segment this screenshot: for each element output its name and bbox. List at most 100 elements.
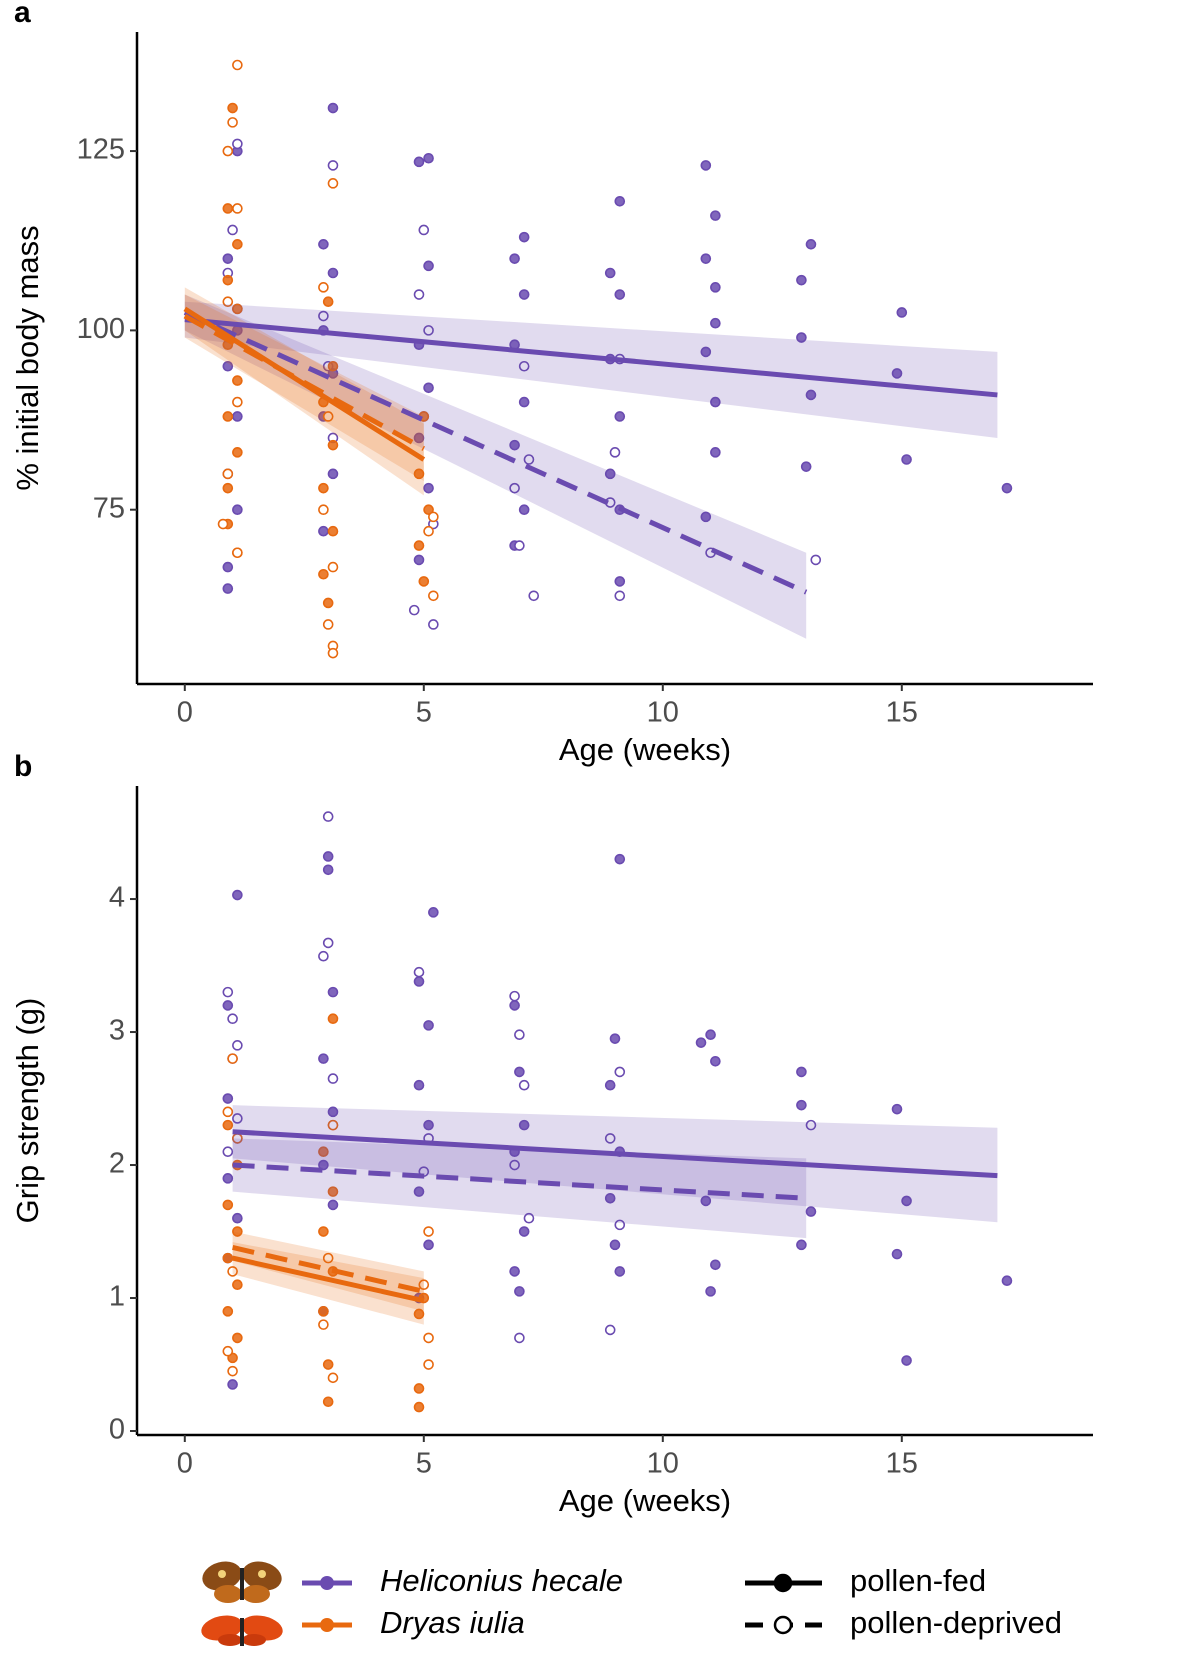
data-point — [805, 1206, 817, 1217]
data-point — [810, 554, 822, 566]
data-point — [222, 145, 234, 157]
data-point — [222, 274, 234, 286]
x-tick-label: 15 — [886, 697, 918, 729]
data-point — [327, 1013, 339, 1025]
data-point — [408, 604, 420, 616]
x-tick-label: 10 — [647, 697, 679, 729]
data-point — [710, 210, 721, 221]
data-point — [318, 239, 329, 250]
data-point — [232, 239, 243, 250]
data-point — [327, 1073, 339, 1084]
data-point — [423, 525, 434, 537]
data-point — [518, 360, 530, 372]
data-point — [318, 1319, 329, 1330]
data-point — [796, 1066, 807, 1078]
fit-line — [232, 1255, 425, 1304]
data-point — [222, 1000, 234, 1011]
data-point — [710, 1259, 721, 1271]
legend-dot — [320, 1576, 334, 1590]
data-point — [418, 576, 430, 587]
data-point — [796, 332, 807, 343]
data-point — [227, 224, 238, 236]
data-point — [227, 1013, 238, 1025]
data-point — [322, 937, 334, 949]
data-point — [800, 461, 812, 472]
legend-label: Heliconius hecale — [380, 1563, 623, 1598]
data-point — [227, 102, 238, 114]
data-point — [322, 1359, 334, 1370]
data-point — [327, 1186, 339, 1197]
y-tick-label: 0 — [109, 1414, 125, 1446]
data-point — [700, 346, 712, 358]
data-point — [896, 307, 908, 318]
data-point — [222, 468, 234, 480]
data-point — [523, 454, 535, 465]
data-point — [901, 454, 912, 465]
data-point — [318, 1146, 329, 1158]
data-point — [327, 561, 339, 573]
data-point — [413, 156, 425, 168]
data-point — [413, 554, 425, 566]
data-point — [227, 1053, 238, 1064]
data-point — [423, 1359, 434, 1370]
data-point — [327, 1106, 339, 1118]
x-tick-label: 15 — [886, 1448, 918, 1480]
data-point — [413, 1401, 425, 1413]
data-point — [710, 447, 721, 458]
data-point — [710, 396, 721, 408]
data-point — [327, 439, 339, 451]
data-point — [222, 583, 234, 594]
data-point — [609, 1239, 621, 1251]
data-point — [413, 468, 425, 480]
data-point — [222, 1173, 234, 1184]
x-axis-title: Age (weeks) — [559, 1483, 731, 1518]
data-point — [901, 1195, 912, 1207]
confidence-band — [232, 1105, 998, 1223]
x-tick-label: 10 — [647, 1448, 679, 1480]
x-axis-title: Age (weeks) — [559, 732, 731, 767]
data-point — [523, 1212, 535, 1224]
data-point — [232, 1279, 243, 1291]
fit-line — [232, 1129, 998, 1179]
x-tick-label: 0 — [177, 1448, 193, 1480]
data-point — [1001, 482, 1013, 494]
data-point — [227, 1379, 238, 1390]
butterfly-icon — [202, 1561, 282, 1603]
data-point — [322, 619, 334, 630]
fit-line — [184, 317, 998, 398]
data-point — [509, 439, 520, 451]
data-point — [514, 1066, 525, 1078]
data-point — [232, 504, 243, 516]
data-point — [413, 289, 425, 300]
data-point — [509, 482, 520, 494]
confidence-band — [232, 1138, 807, 1239]
data-point — [232, 1332, 243, 1344]
data-point — [232, 1212, 243, 1224]
data-point — [423, 325, 434, 336]
data-point — [327, 360, 339, 372]
data-point — [222, 561, 234, 573]
data-point — [614, 1266, 626, 1277]
data-point — [222, 1119, 234, 1131]
data-point — [604, 468, 616, 480]
data-point — [514, 1286, 525, 1297]
data-point — [222, 986, 234, 998]
data-point — [509, 1159, 520, 1171]
data-point — [614, 1219, 626, 1231]
data-point — [232, 138, 243, 150]
data-point — [322, 296, 334, 307]
data-point — [222, 1106, 234, 1118]
data-point — [509, 1000, 520, 1011]
data-point — [518, 1226, 530, 1237]
data-point — [423, 1239, 434, 1251]
fit-line — [232, 1162, 807, 1201]
x-tick-label: 0 — [177, 697, 193, 729]
data-point — [614, 411, 626, 422]
legend-label: pollen-deprived — [850, 1605, 1062, 1640]
data-point — [796, 274, 807, 286]
data-point — [217, 518, 229, 530]
data-point — [232, 59, 243, 71]
data-point — [413, 1186, 425, 1197]
y-tick-label: 100 — [77, 313, 125, 345]
data-point — [222, 253, 234, 264]
